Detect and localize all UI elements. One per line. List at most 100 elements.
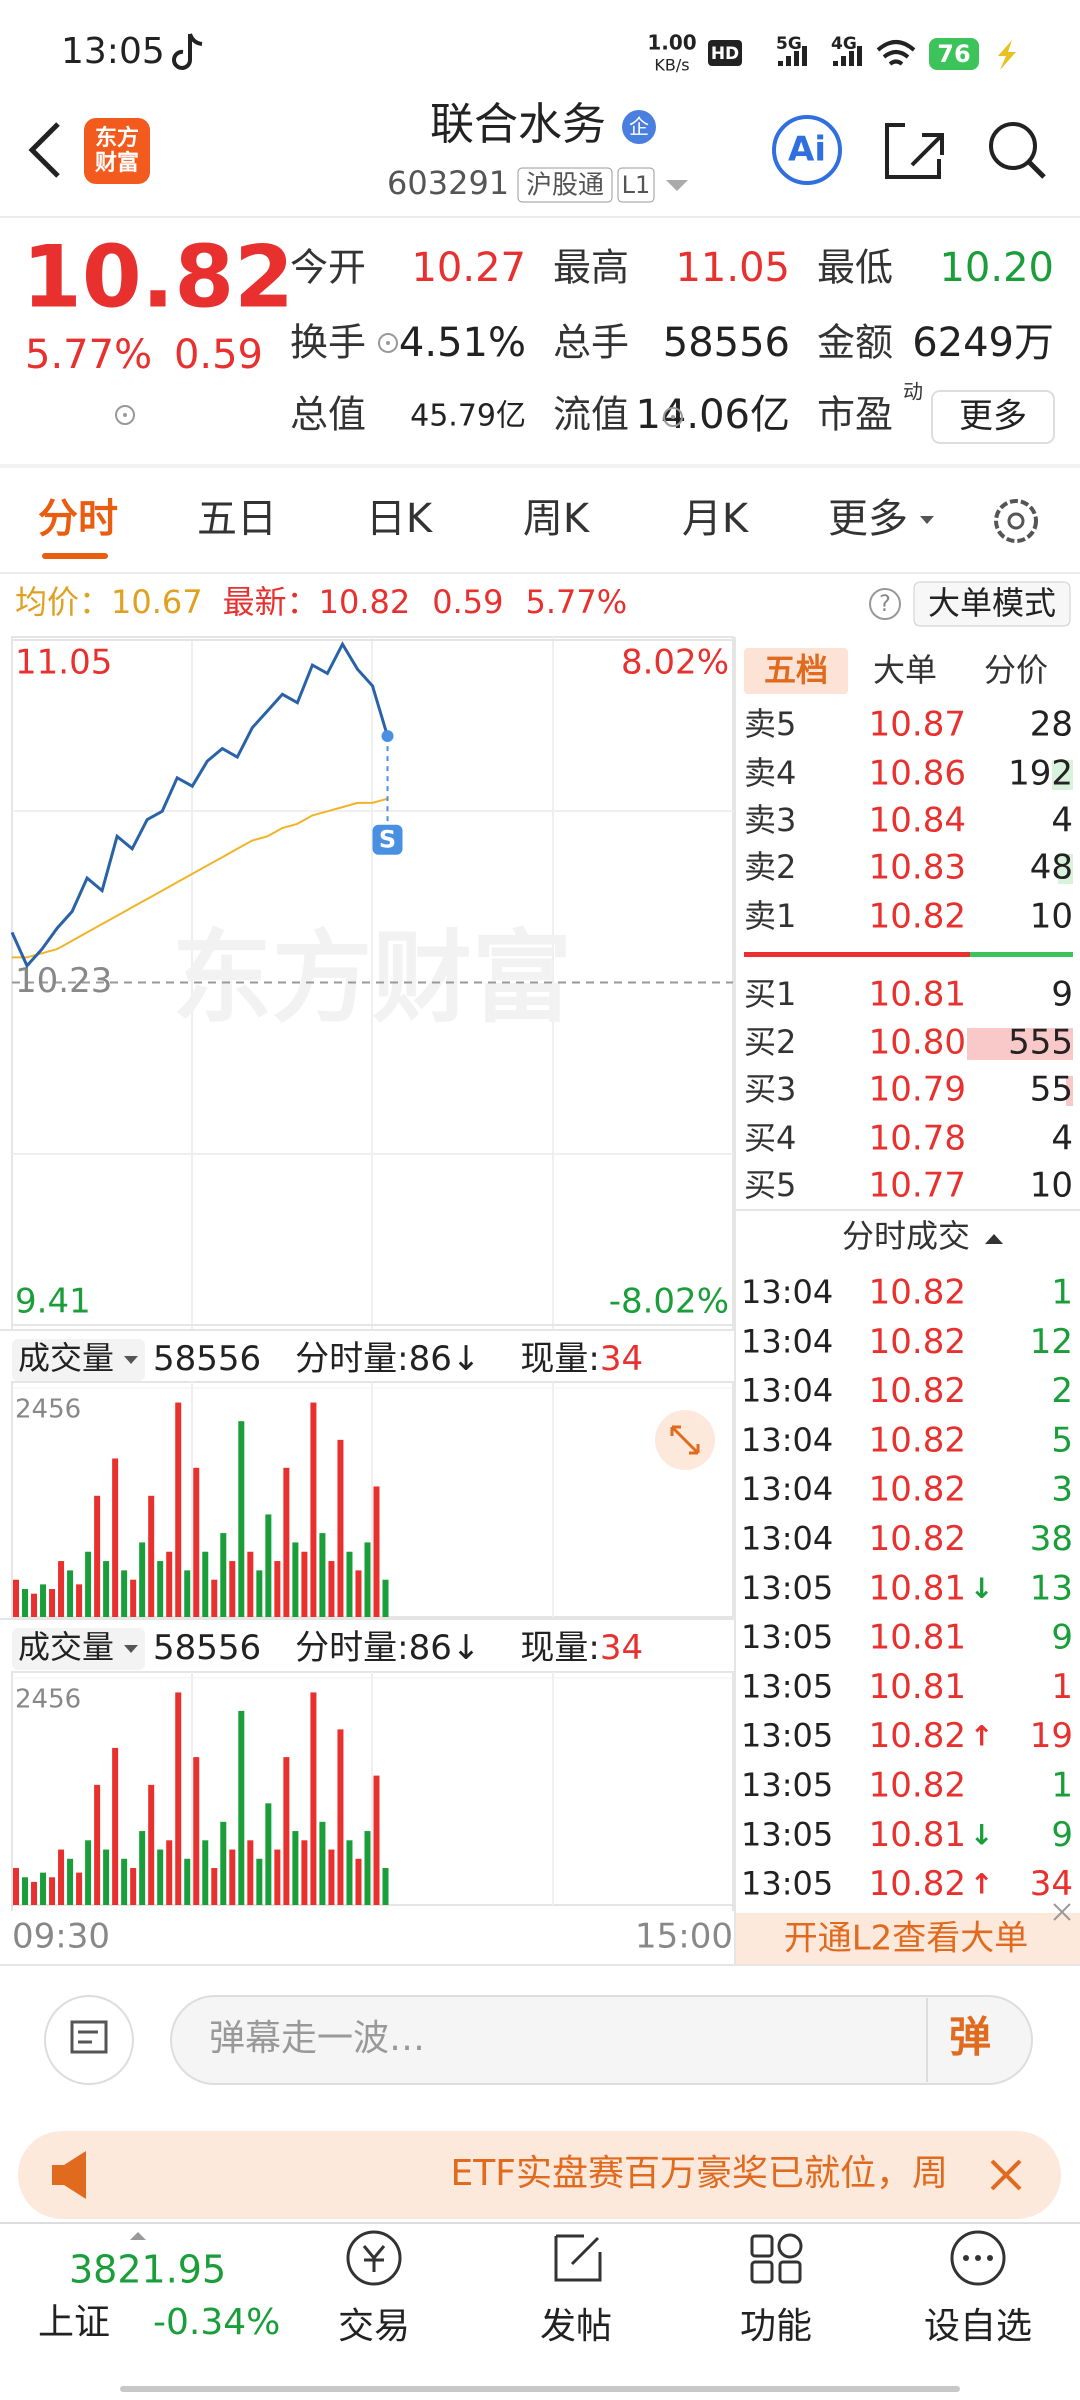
trade-time: 13:05 xyxy=(741,1569,833,1607)
stat-value: 4.51% xyxy=(399,320,526,366)
trade-price: 10.82 xyxy=(869,1322,966,1362)
volume-bar xyxy=(112,1458,119,1617)
danmaku-button[interactable]: 弹 xyxy=(949,2013,991,2062)
volume-bar xyxy=(292,1542,299,1617)
interval-arrow: ↓ xyxy=(452,1628,481,1668)
volume-bar xyxy=(310,1692,317,1905)
last-price: 10.82 xyxy=(22,227,294,327)
watchlist-dot xyxy=(975,2255,981,2261)
book-tab[interactable]: 大单 xyxy=(873,651,937,689)
volume-bar xyxy=(139,1542,146,1617)
info-change-pct: 5.77% xyxy=(526,583,628,621)
promo-banner[interactable] xyxy=(18,2131,1061,2219)
chart-tab[interactable]: 分时 xyxy=(38,496,118,542)
chart-tab[interactable]: 日K xyxy=(366,496,434,542)
volume-bar xyxy=(166,1551,173,1617)
book-level: 卖2 xyxy=(744,848,796,886)
banner-close[interactable] xyxy=(990,2159,1022,2191)
volume-selector[interactable] xyxy=(12,1628,145,1670)
trade-time: 13:05 xyxy=(741,1667,833,1705)
chart-tab[interactable]: 周K xyxy=(523,496,591,542)
depth-highlight xyxy=(1066,1076,1073,1106)
volume-selector[interactable] xyxy=(12,1339,145,1381)
nav-item[interactable]: 设自选 xyxy=(924,2306,1032,2347)
volume-total: 58556 xyxy=(153,1628,261,1668)
book-volume: 9 xyxy=(1051,975,1073,1015)
l2-close[interactable] xyxy=(1053,1903,1071,1921)
trade-volume: 9 xyxy=(1051,1815,1073,1855)
trade-volume: 9 xyxy=(1051,1618,1073,1658)
volume-bar xyxy=(22,1589,29,1617)
trade-volume: 12 xyxy=(1030,1322,1073,1362)
nav-item[interactable]: 交易 xyxy=(338,2306,410,2347)
volume-bar xyxy=(94,1784,101,1905)
l2-label: 开通L2查看大单 xyxy=(784,1919,1029,1959)
megaphone-icon xyxy=(52,2151,86,2199)
book-level: 买5 xyxy=(744,1166,796,1204)
change-percent: 5.77% xyxy=(25,332,152,378)
volume-bar xyxy=(193,1467,200,1617)
back-button[interactable] xyxy=(28,122,60,178)
volume-bar xyxy=(130,1579,137,1617)
stat-label: 市盈 xyxy=(817,393,893,437)
book-tab[interactable]: 分价 xyxy=(984,651,1048,689)
chart-tab[interactable]: 五日 xyxy=(197,496,277,542)
info-icon xyxy=(663,407,683,427)
comment-input[interactable] xyxy=(170,1995,1033,2085)
more-button[interactable] xyxy=(931,390,1055,444)
volume-bar xyxy=(58,1561,65,1617)
volume-bar xyxy=(220,1533,227,1617)
chart-tab[interactable]: 更多 xyxy=(828,496,908,542)
settings-center xyxy=(1007,512,1025,530)
volume-bar xyxy=(76,1584,83,1617)
nav-item[interactable]: 发帖 xyxy=(540,2306,612,2347)
search-button[interactable] xyxy=(989,122,1037,170)
share-button[interactable] xyxy=(885,123,944,179)
annotation-label: S xyxy=(379,826,396,854)
trade-price: 10.82 xyxy=(869,1864,966,1904)
volume-bar xyxy=(148,1784,155,1905)
volume-bar xyxy=(166,1840,173,1905)
volume-bar xyxy=(364,1542,371,1617)
current-volume: 34 xyxy=(600,1628,643,1668)
tiktok-icon xyxy=(172,33,203,70)
volume-bar xyxy=(121,1570,128,1617)
book-price: 10.86 xyxy=(869,754,966,794)
stat-value: 14.06亿 xyxy=(635,392,790,438)
book-volume: 10 xyxy=(1030,1166,1073,1206)
depth-highlight xyxy=(1058,854,1073,884)
volume-bar xyxy=(130,1868,137,1905)
watermark: 东方财富 xyxy=(172,919,572,1036)
nav-item[interactable]: 功能 xyxy=(740,2306,812,2347)
battery xyxy=(929,38,979,70)
help-label: ? xyxy=(879,592,891,617)
volume-bar xyxy=(175,1692,182,1905)
book-tab[interactable]: 五档 xyxy=(764,651,828,689)
volume-bar xyxy=(265,1803,272,1905)
trade-arrow: ↑ xyxy=(970,1868,993,1901)
level-tag: L1 xyxy=(622,171,651,199)
volume-bar xyxy=(229,1561,236,1617)
market-tag: 沪股通 xyxy=(526,171,604,201)
trade-icon xyxy=(346,2230,402,2286)
app-logo xyxy=(84,118,150,184)
book-level: 卖4 xyxy=(744,754,796,792)
stat-value: 6249万 xyxy=(912,320,1054,366)
level-box xyxy=(617,167,655,203)
volume-total: 58556 xyxy=(153,1339,261,1379)
trade-price: 10.81 xyxy=(869,1618,966,1658)
danmaku-settings[interactable] xyxy=(44,1995,134,2085)
mode-button[interactable] xyxy=(913,581,1071,627)
stat-superscript: 动 xyxy=(903,380,923,404)
post-icon xyxy=(554,2234,602,2282)
ai-button[interactable] xyxy=(772,115,842,185)
stat-value: 58556 xyxy=(663,320,790,366)
book-price: 10.82 xyxy=(869,897,966,937)
volume-bar xyxy=(301,1840,308,1905)
chart-tab[interactable]: 月K xyxy=(682,496,750,542)
l2-bar[interactable] xyxy=(736,1913,1080,1965)
settings-button[interactable] xyxy=(994,499,1038,543)
trade-volume: 1 xyxy=(1051,1273,1073,1313)
book-price: 10.84 xyxy=(869,801,966,841)
volume-bar xyxy=(355,1858,362,1905)
